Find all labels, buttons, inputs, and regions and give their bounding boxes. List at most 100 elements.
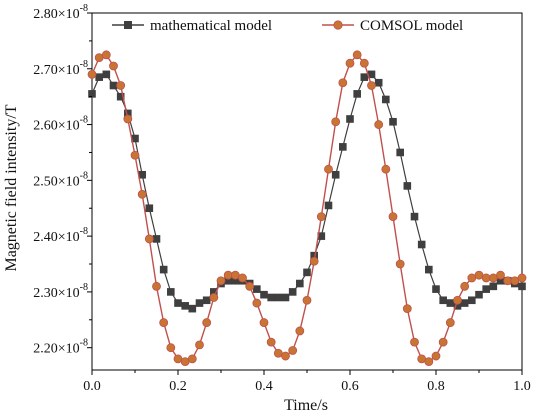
x-tick-label: 0.4 (255, 379, 273, 394)
data-point (259, 318, 269, 327)
data-point (101, 50, 111, 60)
axes-layer: 0.0 0.2 0.4 0.6 0.8 1.0 2.20×10-8 2.30×10-8 2.40… (33, 3, 531, 394)
y-tick-label: 2.60×10-8 (33, 115, 88, 134)
legend: mathematical model COMSOL model (112, 18, 463, 34)
data-point (439, 296, 447, 305)
data-point (245, 281, 255, 291)
y-axis-title: Magnetic field intensity/T (3, 104, 20, 271)
series-line (91, 53, 523, 363)
x-tick-label: 0.2 (169, 379, 187, 394)
data-point (202, 318, 212, 327)
y-tick-label: 2.30×10-8 (33, 282, 88, 301)
data-point (88, 90, 96, 98)
data-point (345, 58, 355, 68)
plot-frame (91, 12, 523, 371)
x-axis-title: Time/s (284, 397, 328, 414)
data-point (109, 61, 118, 71)
data-point (360, 73, 369, 81)
data-point (446, 299, 455, 307)
data-point (518, 282, 526, 291)
y-tick-label: 2.80×10-8 (33, 3, 88, 22)
data-point (374, 120, 384, 129)
data-point (468, 296, 476, 305)
data-point (346, 115, 354, 123)
data-point (116, 92, 125, 101)
data-point (238, 273, 247, 283)
data-point (359, 58, 369, 68)
data-point (167, 288, 175, 296)
data-point (453, 302, 462, 310)
data-point (124, 109, 132, 118)
data-point (460, 299, 469, 307)
y-tick-label: 2.70×10-8 (33, 59, 88, 78)
data-point (402, 304, 412, 314)
data-point (202, 296, 211, 305)
data-point (281, 351, 290, 361)
data-point (381, 164, 391, 174)
data-point (187, 354, 197, 364)
data-point (331, 117, 341, 127)
data-point (274, 293, 283, 302)
data-point (252, 298, 262, 308)
data-point (339, 143, 347, 151)
data-point (425, 265, 433, 274)
data-point (309, 256, 319, 266)
data-point (410, 212, 419, 221)
data-point (496, 276, 505, 285)
data-point (482, 285, 490, 293)
x-tick-label: 0.6 (341, 379, 359, 394)
data-point (174, 299, 182, 307)
data-point (431, 351, 441, 361)
data-point (353, 90, 361, 98)
data-point (267, 293, 275, 302)
y-tick-label: 2.20×10-8 (33, 338, 88, 357)
series-comsol-model (87, 50, 527, 367)
data-point (517, 273, 527, 283)
data-point (152, 235, 161, 243)
series-mathematical-model (88, 70, 526, 313)
data-point (95, 73, 103, 81)
data-point (87, 69, 97, 79)
data-point (102, 70, 111, 79)
data-point (210, 288, 218, 296)
x-tick-label: 1.0 (513, 379, 531, 394)
data-point (130, 150, 140, 160)
data-point (374, 78, 383, 87)
data-point (352, 50, 362, 60)
legend-marker (124, 21, 132, 29)
series-layer (87, 50, 527, 367)
data-point (137, 189, 147, 199)
data-point (195, 340, 204, 350)
data-point (445, 318, 455, 327)
data-point (324, 201, 333, 210)
data-point (367, 81, 376, 90)
data-point (116, 81, 126, 90)
data-point (144, 234, 154, 244)
data-point (195, 299, 204, 307)
data-point (367, 70, 376, 79)
data-point (296, 279, 304, 288)
data-point (331, 170, 340, 179)
data-point (317, 232, 326, 240)
data-point (181, 302, 189, 310)
data-point (310, 251, 318, 260)
data-point (395, 259, 405, 269)
data-point (403, 182, 412, 190)
data-point (138, 170, 146, 179)
legend-label: COMSOL model (360, 18, 463, 34)
data-point (295, 326, 305, 336)
data-point (324, 164, 333, 174)
legend-label: mathematical model (150, 18, 272, 34)
data-point (131, 134, 139, 143)
data-point (109, 81, 118, 90)
y-tick-label: 2.50×10-8 (33, 170, 88, 189)
data-point (216, 276, 226, 286)
data-point (424, 357, 434, 367)
data-point (123, 114, 133, 124)
data-point (388, 212, 398, 222)
data-point (224, 276, 232, 285)
legend-marker (333, 20, 343, 30)
plot-frame-layer (91, 12, 523, 371)
legend-item-comsol-model: COMSOL model (322, 18, 463, 34)
